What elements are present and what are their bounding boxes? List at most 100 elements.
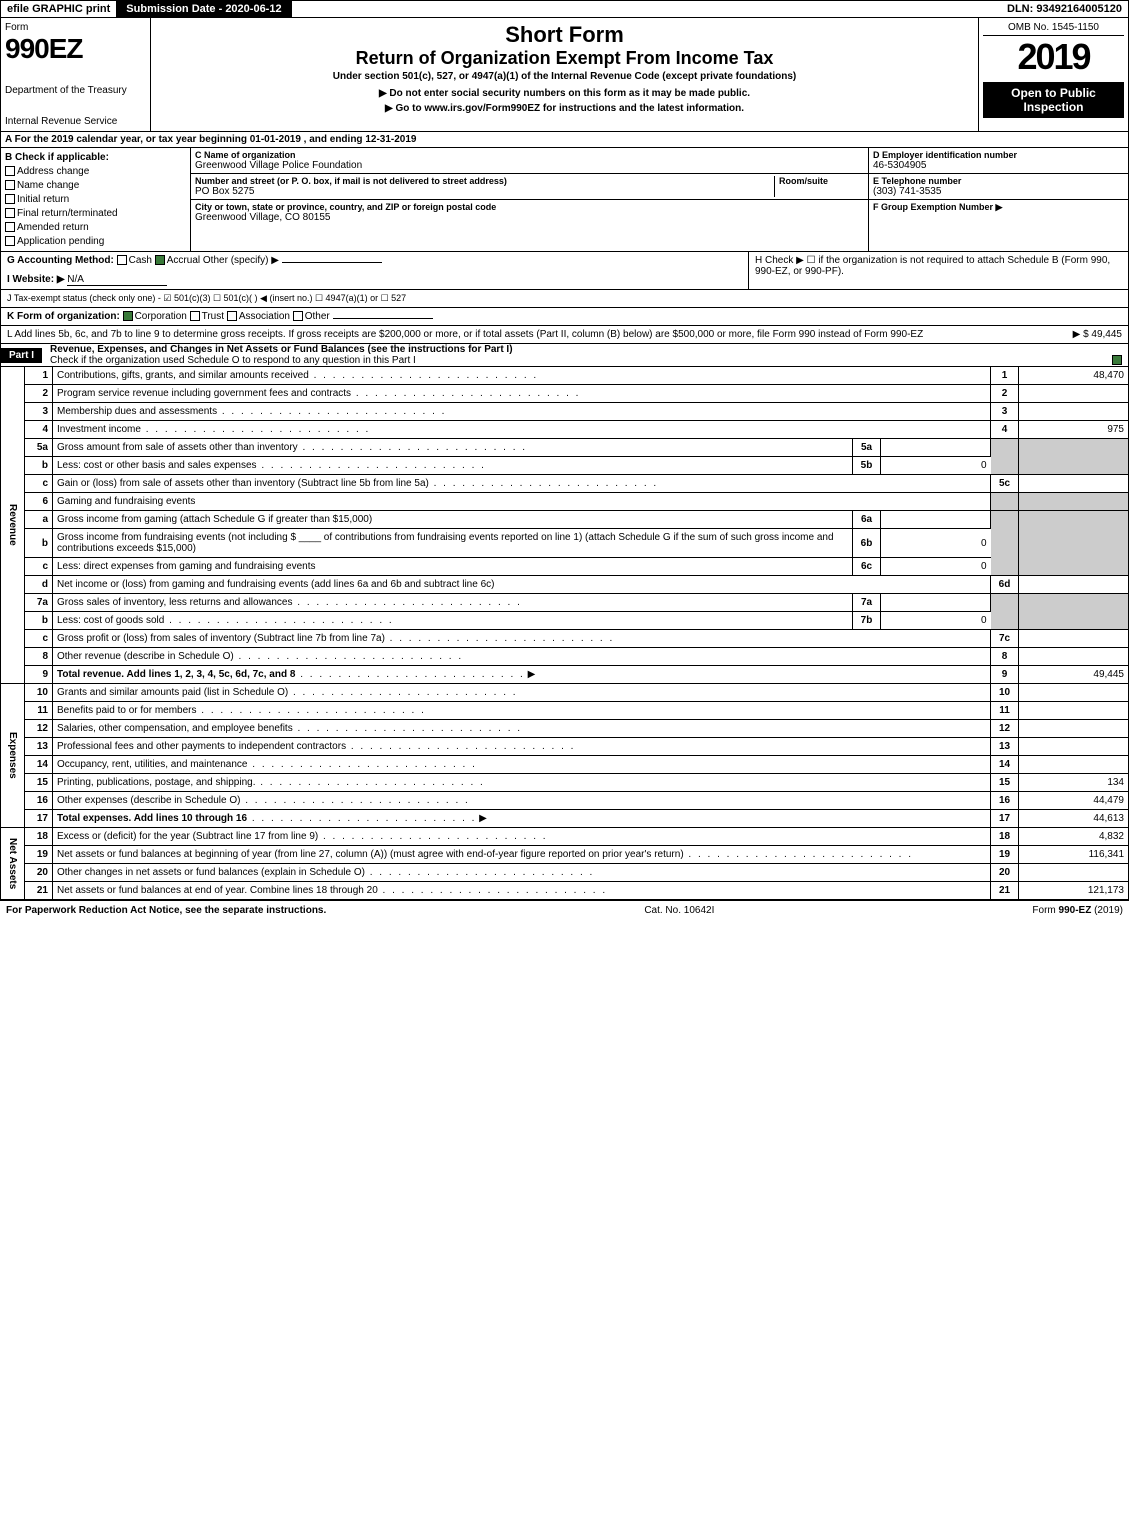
spacer [292, 1, 1001, 17]
footer-center: Cat. No. 10642I [644, 905, 714, 916]
entity-block: B Check if applicable: Address change Na… [0, 148, 1129, 252]
org-name: Greenwood Village Police Foundation [195, 160, 864, 171]
col-c-org-info: C Name of organization Greenwood Village… [191, 148, 868, 251]
part-i-header: Part I Revenue, Expenses, and Changes in… [0, 344, 1129, 367]
website-label: I Website: ▶ [7, 274, 65, 285]
side-expenses: Expenses [1, 684, 25, 828]
line-16: 16 Other expenses (describe in Schedule … [1, 792, 1129, 810]
footer-left: For Paperwork Reduction Act Notice, see … [6, 905, 326, 916]
accounting-other: Other (specify) ▶ [203, 255, 279, 266]
street-label: Number and street (or P. O. box, if mail… [195, 176, 774, 186]
accounting-method-label: G Accounting Method: [7, 255, 114, 266]
cb-cash[interactable]: Cash [129, 255, 152, 266]
cb-final-return[interactable]: Final return/terminated [5, 208, 186, 219]
footer-right: Form 990-EZ (2019) [1032, 905, 1123, 916]
cb-accrual[interactable]: Accrual [167, 255, 200, 266]
ssn-note: ▶ Do not enter social security numbers o… [159, 88, 970, 99]
phone: (303) 741-3535 [873, 186, 1124, 197]
row-l: L Add lines 5b, 6c, and 7b to line 9 to … [1, 326, 1128, 343]
form-header: Form 990EZ Department of the Treasury In… [0, 18, 1129, 132]
header-center: Short Form Return of Organization Exempt… [151, 18, 978, 131]
line-6b: b Gross income from fundraising events (… [1, 529, 1129, 558]
part-i-check-note: Check if the organization used Schedule … [50, 355, 416, 366]
line-6a: a Gross income from gaming (attach Sched… [1, 511, 1129, 529]
form-number: 990EZ [5, 33, 146, 65]
col-b-header: B Check if applicable: [5, 152, 186, 163]
cb-association[interactable]: Association [239, 311, 290, 322]
line-6c: c Less: direct expenses from gaming and … [1, 558, 1129, 576]
cb-name-change[interactable]: Name change [5, 180, 186, 191]
group-exemption-label: F Group Exemption Number ▶ [873, 202, 1124, 213]
line-15: 15 Printing, publications, postage, and … [1, 774, 1129, 792]
city-label: City or town, state or province, country… [195, 202, 864, 212]
line-1: Revenue 1 Contributions, gifts, grants, … [1, 367, 1129, 385]
row-h: H Check ▶ ☐ if the organization is not r… [748, 252, 1128, 289]
row-j: J Tax-exempt status (check only one) - ☑… [1, 290, 1128, 307]
cb-trust[interactable]: Trust [202, 311, 224, 322]
cb-corporation[interactable]: Corporation [135, 311, 187, 322]
ein: 46-5304905 [873, 160, 1124, 171]
website-value: N/A [67, 274, 167, 286]
cb-application-pending[interactable]: Application pending [5, 236, 186, 247]
header-left: Form 990EZ Department of the Treasury In… [1, 18, 151, 131]
line-8: 8 Other revenue (describe in Schedule O)… [1, 648, 1129, 666]
footer: For Paperwork Reduction Act Notice, see … [0, 900, 1129, 920]
cb-amended-return[interactable]: Amended return [5, 222, 186, 233]
department: Department of the Treasury [5, 85, 146, 96]
line-6: 6 Gaming and fundraising events [1, 493, 1129, 511]
line-6d: d Net income or (loss) from gaming and f… [1, 576, 1129, 594]
line-7a: 7a Gross sales of inventory, less return… [1, 594, 1129, 612]
line-20: 20 Other changes in net assets or fund b… [1, 864, 1129, 882]
side-netassets: Net Assets [1, 828, 25, 900]
line-5a: 5a Gross amount from sale of assets othe… [1, 439, 1129, 457]
room-label: Room/suite [779, 176, 864, 186]
header-right: OMB No. 1545-1150 2019 Open to Public In… [978, 18, 1128, 131]
cb-other[interactable]: Other [305, 311, 330, 322]
line-13: 13 Professional fees and other payments … [1, 738, 1129, 756]
tax-year: 2019 [983, 36, 1124, 78]
line-3: 3 Membership dues and assessments 3 [1, 403, 1129, 421]
omb-number: OMB No. 1545-1150 [983, 22, 1124, 36]
subtitle: Under section 501(c), 527, or 4947(a)(1)… [159, 71, 970, 82]
line-5c: c Gain or (loss) from sale of assets oth… [1, 475, 1129, 493]
side-revenue: Revenue [1, 367, 25, 684]
title-return: Return of Organization Exempt From Incom… [159, 48, 970, 69]
form-label: Form [5, 22, 146, 33]
irs-link[interactable]: ▶ Go to www.irs.gov/Form990EZ for instru… [159, 103, 970, 114]
line-4: 4 Investment income 4 975 [1, 421, 1129, 439]
part-i-title: Revenue, Expenses, and Changes in Net As… [50, 344, 513, 355]
org-name-label: C Name of organization [195, 150, 864, 160]
row-l-amount: ▶ $ 49,445 [1073, 329, 1122, 340]
line-17: 17 Total expenses. Add lines 10 through … [1, 810, 1129, 828]
ein-label: D Employer identification number [873, 150, 1124, 160]
line-7b: b Less: cost of goods sold 7b 0 [1, 612, 1129, 630]
dln: DLN: 93492164005120 [1001, 1, 1128, 17]
line-5b: b Less: cost or other basis and sales ex… [1, 457, 1129, 475]
top-bar: efile GRAPHIC print Submission Date - 20… [0, 0, 1129, 18]
cb-schedule-o[interactable] [1112, 355, 1122, 365]
form-org-label: K Form of organization: [7, 311, 120, 322]
part-i-table: Revenue 1 Contributions, gifts, grants, … [0, 367, 1129, 900]
line-18: Net Assets 18 Excess or (deficit) for th… [1, 828, 1129, 846]
row-l-text: L Add lines 5b, 6c, and 7b to line 9 to … [7, 329, 923, 340]
phone-label: E Telephone number [873, 176, 1124, 186]
line-21: 21 Net assets or fund balances at end of… [1, 882, 1129, 900]
col-b-checkboxes: B Check if applicable: Address change Na… [1, 148, 191, 251]
line-7c: c Gross profit or (loss) from sales of i… [1, 630, 1129, 648]
row-k: K Form of organization: Corporation Trus… [1, 308, 1128, 325]
open-inspection: Open to Public Inspection [983, 82, 1124, 118]
line-11: 11 Benefits paid to or for members 11 [1, 702, 1129, 720]
efile-print-label[interactable]: efile GRAPHIC print [1, 1, 116, 17]
street: PO Box 5275 [195, 186, 774, 197]
line-12: 12 Salaries, other compensation, and emp… [1, 720, 1129, 738]
line-19: 19 Net assets or fund balances at beginn… [1, 846, 1129, 864]
cb-address-change[interactable]: Address change [5, 166, 186, 177]
title-short-form: Short Form [159, 22, 970, 48]
row-g-h: G Accounting Method: Cash Accrual Other … [0, 252, 1129, 290]
line-9: 9 Total revenue. Add lines 1, 2, 3, 4, 5… [1, 666, 1129, 684]
cb-initial-return[interactable]: Initial return [5, 194, 186, 205]
line-14: 14 Occupancy, rent, utilities, and maint… [1, 756, 1129, 774]
part-i-label: Part I [1, 348, 42, 363]
city: Greenwood Village, CO 80155 [195, 212, 864, 223]
submission-date: Submission Date - 2020-06-12 [116, 1, 291, 17]
